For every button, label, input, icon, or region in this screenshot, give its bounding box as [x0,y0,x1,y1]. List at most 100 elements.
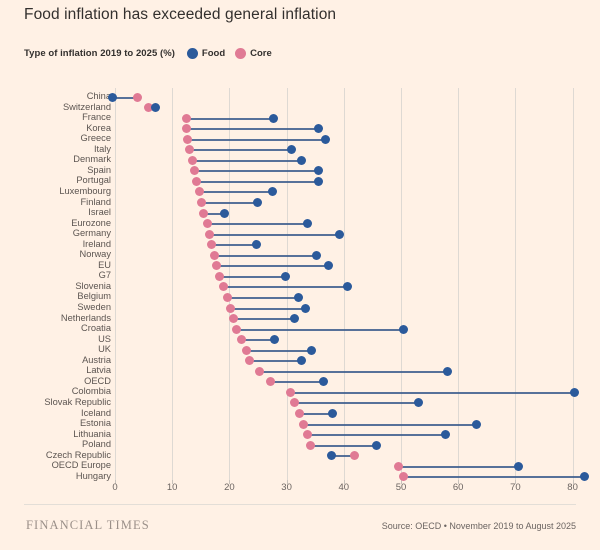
gridline-30 [286,88,288,480]
data-point-food[interactable] [570,387,580,397]
x-axis-tick-label: 70 [510,482,521,493]
data-point-food[interactable] [324,261,334,271]
data-point-food[interactable] [399,324,409,334]
data-point-food[interactable] [342,282,352,292]
data-point-core[interactable] [204,229,214,239]
data-point-core[interactable] [222,292,232,302]
data-point-core[interactable] [143,103,153,113]
data-point-core[interactable] [199,208,209,218]
data-point-food[interactable] [108,92,118,102]
data-point-core[interactable] [203,219,213,229]
data-point-core[interactable] [302,430,312,440]
data-point-food[interactable] [268,187,278,197]
data-point-core[interactable] [182,113,191,123]
data-point-food[interactable] [372,440,382,450]
data-point-core[interactable] [294,409,304,418]
chart-row: Korea [0,122,600,135]
legend-item-core[interactable]: Core [235,48,272,59]
data-point-food[interactable] [220,208,230,218]
data-point-food[interactable] [268,113,278,123]
data-point-core[interactable] [236,335,246,345]
connector-line [219,275,286,278]
data-point-food[interactable] [306,345,316,355]
data-point-core[interactable] [286,387,296,397]
connector-line [214,254,317,257]
data-point-food[interactable] [303,219,313,229]
data-point-core[interactable] [188,155,198,165]
data-point-core[interactable] [226,303,236,313]
data-point-core[interactable] [210,250,220,260]
row-label-lithuania: Lithuania [73,428,111,439]
data-point-food[interactable] [443,366,453,376]
data-point-core[interactable] [242,345,252,355]
data-point-food[interactable] [472,419,481,429]
data-point-food[interactable] [327,451,337,461]
data-point-core[interactable] [190,166,199,176]
row-label-korea: Korea [86,122,111,133]
data-point-core[interactable] [399,472,409,482]
data-point-core[interactable] [185,145,195,155]
data-point-food[interactable] [320,134,330,144]
data-point-core[interactable] [192,176,202,186]
data-point-food[interactable] [252,240,262,250]
tick-mark-30 [286,480,288,484]
data-point-food[interactable] [313,166,323,176]
data-point-food[interactable] [314,176,324,186]
data-point-food[interactable] [318,377,328,387]
chart-row: Iceland [0,408,600,420]
chart-row: Spain [0,165,600,177]
data-point-core[interactable] [194,187,204,197]
data-point-food[interactable] [296,356,306,366]
data-point-food[interactable] [293,292,303,302]
data-point-core[interactable] [196,198,206,207]
circle-icon [186,48,198,59]
data-point-food[interactable] [269,335,279,345]
data-point-food[interactable] [314,124,324,134]
data-point-food[interactable] [312,250,322,260]
data-point-core[interactable] [255,366,265,376]
data-point-food[interactable] [328,409,338,418]
data-point-core[interactable] [132,92,142,102]
chart-row: G7 [0,270,600,282]
data-point-food[interactable] [334,229,344,239]
data-point-food[interactable] [252,198,262,207]
data-point-core[interactable] [232,324,242,334]
chart-row: Slovak Republic [0,397,600,409]
data-point-core[interactable] [306,440,316,450]
row-label-eu: EU [98,259,111,270]
row-label-poland: Poland [82,439,111,450]
data-point-food[interactable] [300,303,310,313]
data-point-core[interactable] [183,134,193,144]
data-point-core[interactable] [182,124,191,134]
data-point-core[interactable] [393,461,403,471]
data-point-core[interactable] [212,261,222,271]
chart-row: OECD Europe [0,460,600,472]
source-note: Source: OECD • November 2019 to August 2… [381,521,576,531]
legend-item-food[interactable]: Food [186,48,225,59]
data-point-food[interactable] [441,430,451,440]
data-point-food[interactable] [286,145,296,155]
data-point-core[interactable] [207,240,217,250]
chart-row: Belgium [0,291,600,303]
data-point-core[interactable] [266,377,276,387]
data-point-food[interactable] [513,461,523,471]
data-point-core[interactable] [299,419,309,429]
row-label-oecd-europe: OECD Europe [51,460,111,471]
connector-line [186,117,274,120]
connector-line [270,381,324,384]
data-point-food[interactable] [579,472,589,482]
data-point-core[interactable] [290,398,300,408]
data-point-core[interactable] [229,314,239,324]
data-point-core[interactable] [349,451,359,461]
chart-row: Hungary [0,471,600,483]
data-point-food[interactable] [150,103,160,113]
data-point-core[interactable] [218,282,228,292]
data-point-food[interactable] [296,155,306,165]
data-point-food[interactable] [413,398,423,408]
data-point-food[interactable] [289,314,299,324]
tick-mark-0 [115,480,116,484]
data-point-core[interactable] [245,356,255,366]
data-point-food[interactable] [280,271,290,281]
data-point-core[interactable] [214,271,224,281]
row-label-g7: G7 [98,270,111,281]
